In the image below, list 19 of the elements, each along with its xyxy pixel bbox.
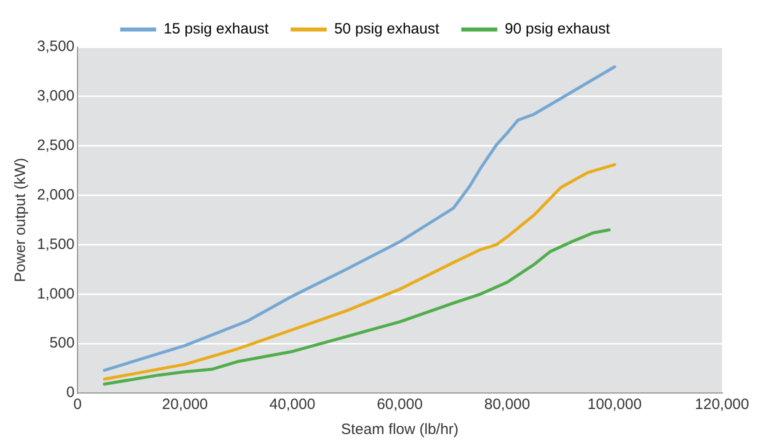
x-tick-label: 60,000 — [376, 396, 423, 414]
y-tick-label: 1,500 — [36, 236, 75, 253]
y-tick-label: 3,500 — [36, 38, 75, 56]
x-tick-label: 100,000 — [587, 396, 642, 414]
y-tick-label: 500 — [50, 334, 75, 352]
y-tick-label: 3,000 — [36, 88, 75, 105]
y-tick-label: 2,000 — [36, 186, 75, 204]
x-tick-label: 40,000 — [269, 396, 316, 414]
y-tick-label: 1,000 — [36, 285, 75, 302]
x-tick-label: 80,000 — [484, 396, 530, 414]
y-axis-title: Power output (kW) — [12, 158, 30, 282]
y-tick-label: 2,500 — [36, 137, 75, 154]
x-axis-title: Steam flow (lb/hr) — [340, 421, 459, 438]
legend-label: 50 psig exhaust — [334, 20, 440, 38]
legend-label: 90 psig exhaust — [504, 20, 611, 38]
x-tick-label: 20,000 — [162, 396, 208, 414]
y-tick-label: 0 — [66, 384, 75, 402]
x-tick-label: 120,000 — [694, 396, 750, 414]
legend-label: 15 psig exhaust — [164, 20, 270, 38]
